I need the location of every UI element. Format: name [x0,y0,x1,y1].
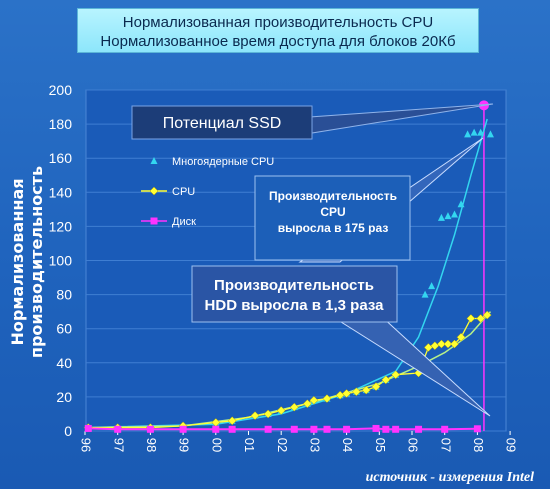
data-point-square [179,425,187,433]
cpu-callout-text: выросла в 175 раз [278,221,389,235]
data-point-diamond [263,409,273,419]
cpu-callout-text: Производительность [269,189,397,203]
x-tick-label: 02 [275,438,290,452]
data-point-square [84,424,92,432]
legend-marker-diamond [149,186,159,196]
legend-label: Многоядерные CPU [172,156,274,168]
y-tick-label: 40 [56,355,72,371]
data-point-triangle [457,200,465,208]
x-tick-label: 07 [438,438,453,452]
data-point-diamond [250,411,260,421]
data-point-square [290,425,298,433]
y-tick-label: 140 [49,184,73,200]
x-tick-label: 97 [111,438,126,452]
data-point-diamond [309,395,319,405]
x-tick-label: 96 [79,438,94,452]
data-point-diamond [443,339,453,349]
y-tick-label: 160 [49,150,73,166]
data-point-diamond [303,399,312,409]
legend: Многоядерные CPU CPU Диск [141,156,274,228]
data-point-square [114,425,122,433]
data-point-diamond [381,375,391,385]
data-point-square [343,425,351,433]
data-point-square [473,425,481,433]
data-point-diamond [227,416,237,426]
title-line-2: Нормализованное время доступа для блоков… [100,33,456,50]
annotations: Потенциал SSD Производительность CPU выросл… [131,103,494,417]
data-point-triangle [437,213,445,221]
x-tick-label: 05 [373,438,388,452]
data-point-triangle [451,210,459,218]
x-tick-label: 06 [406,438,421,452]
data-point-square [441,425,449,433]
data-point-square [382,425,390,433]
data-point-triangle [486,130,494,138]
data-point-diamond [437,339,446,349]
x-tick-label: 09 [504,438,519,452]
x-tick-label: 03 [307,438,322,452]
legend-label: Диск [172,216,196,228]
chart-title: Нормализованная производительность CPU Н… [77,8,479,53]
data-point-diamond [361,385,371,395]
x-tick-label: 04 [340,438,355,452]
y-tick-label: 120 [49,218,73,234]
legend-marker-triangle [150,157,158,164]
data-point-square [372,424,380,432]
data-point-diamond [391,370,401,380]
data-point-square [264,425,272,433]
data-point-triangle [421,290,429,298]
data-point-diamond [342,389,351,398]
data-point-square [323,425,331,433]
ssd-callout-text: Потенциал SSD [163,115,282,132]
data-point-triangle [428,282,436,290]
data-point-diamond [476,314,486,323]
legend-label: CPU [172,186,195,198]
data-point-diamond [456,332,466,342]
data-point-diamond [352,387,361,397]
data-point-square [392,425,400,433]
data-point-diamond [276,406,286,415]
title-line-1: Нормализованная производительность CPU [122,14,434,31]
cpu-callout-box [254,175,411,261]
hdd-callout-text: HDD выросла в 1,3 раза [205,297,385,314]
data-point-triangle [477,128,485,136]
y-tick-label: 20 [56,389,72,405]
cpu-callout-text: CPU [320,205,345,219]
data-marks [83,100,494,433]
source-note: источник - измерения Intel [365,470,534,485]
legend-marker-square [150,217,158,225]
x-tick-label: 01 [242,438,257,452]
data-point-diamond [322,394,332,403]
x-tick-label: 00 [209,438,224,452]
x-tick-label: 98 [144,438,159,452]
y-tick-label: 60 [56,321,72,337]
data-point-diamond [289,402,299,412]
data-point-triangle [470,128,478,136]
x-axis-ticks: 96 97 98 99 00 01 02 03 04 05 06 07 08 09 [79,431,519,452]
y-tick-label: 100 [49,253,73,269]
data-point-square [212,425,220,433]
y-tick-label: 180 [49,116,73,132]
data-point-diamond [371,382,381,392]
y-tick-label: 80 [56,287,72,303]
y-tick-label: 200 [49,82,73,98]
data-point-square [415,425,423,433]
hdd-callout-box [191,265,398,323]
data-point-square [228,425,236,433]
data-point-diamond [450,339,459,349]
ssd-callout-box [131,105,313,140]
data-point-square [146,425,154,433]
x-tick-label: 99 [177,438,192,452]
x-tick-label: 08 [471,438,486,452]
data-point-diamond [482,310,492,320]
data-point-square [310,425,318,433]
data-point-triangle [444,212,452,220]
y-tick-label: 0 [64,423,72,439]
data-point-triangle [464,130,472,138]
y-axis-ticks: 0 20 40 60 80 100 120 140 160 180 200 [49,82,73,439]
y-axis-label: Нормализованная производительность [8,165,46,359]
hdd-callout-text: Производительность [214,277,374,294]
data-point-diamond [466,314,476,323]
